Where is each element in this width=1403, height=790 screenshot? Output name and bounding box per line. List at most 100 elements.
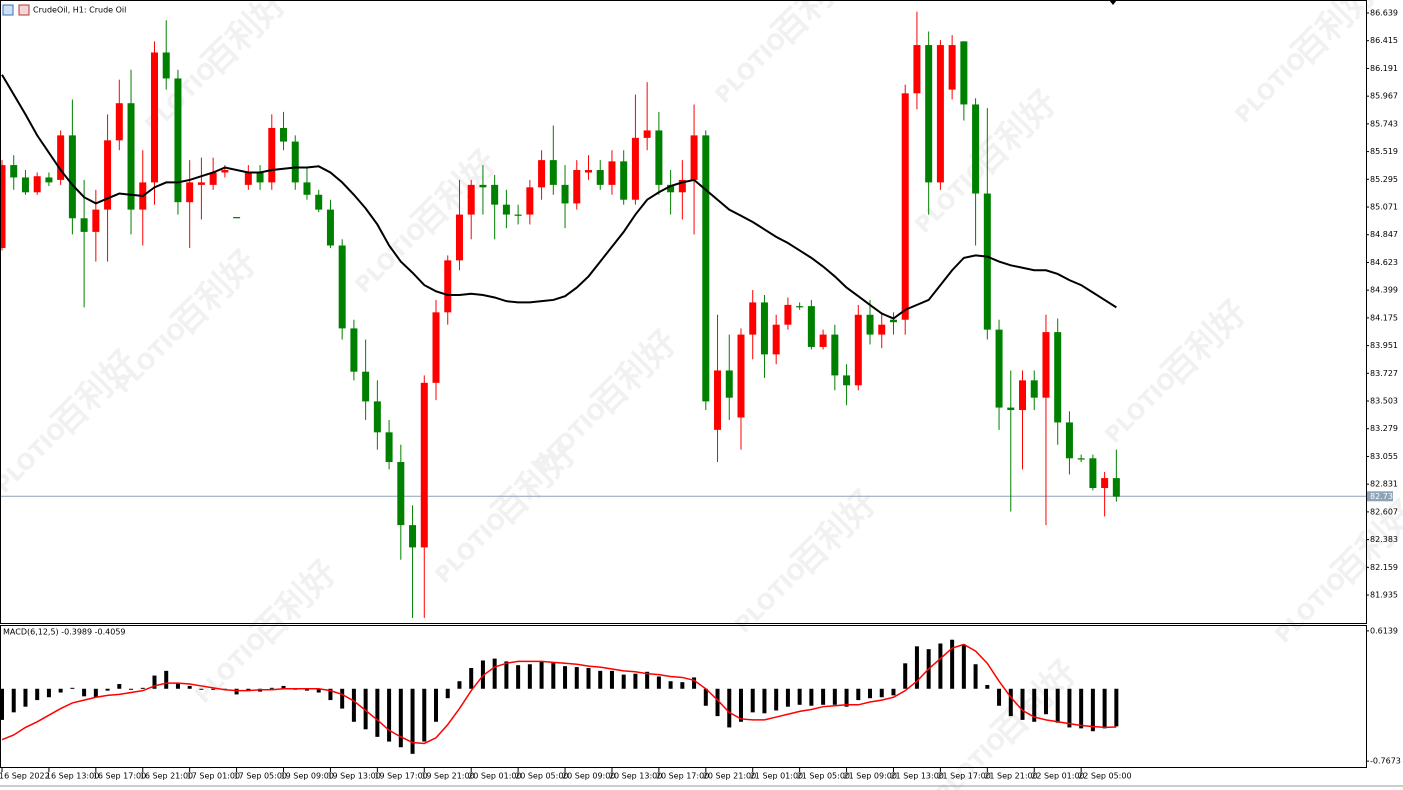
- x-tick-label: 22 Sep 05:00: [1078, 772, 1131, 781]
- candle-body: [725, 370, 733, 398]
- macd-bar: [363, 688, 368, 730]
- macd-bar: [11, 688, 16, 713]
- macd-bar: [480, 660, 485, 689]
- x-tick-label: 16 Sep 2022: [0, 772, 50, 781]
- candle-body: [866, 314, 874, 335]
- macd-bar: [152, 675, 157, 689]
- candle-body: [1101, 478, 1109, 489]
- price-label-box: [1367, 491, 1393, 502]
- macd-bar: [504, 661, 509, 689]
- macd-bar: [645, 671, 650, 689]
- candle-body: [878, 324, 886, 335]
- macd-bar: [70, 687, 75, 689]
- shift-marker: [1109, 0, 1117, 5]
- candle-body: [92, 209, 100, 232]
- candle-body: [186, 182, 194, 203]
- macd-bar: [187, 685, 192, 689]
- macd-bar: [35, 688, 40, 701]
- candle-body: [831, 334, 839, 376]
- macd-bar: [680, 682, 685, 689]
- candle-body: [843, 375, 851, 386]
- macd-bar: [516, 665, 521, 689]
- candle-body: [57, 135, 65, 180]
- price-pane-border: [0, 0, 1367, 624]
- candle-body: [502, 204, 510, 215]
- candle-body: [291, 141, 299, 183]
- macd-bar: [199, 688, 204, 690]
- macd-bar: [668, 681, 673, 689]
- x-tick-label: 19 Sep 13:00: [327, 772, 380, 781]
- candle-body: [702, 135, 710, 402]
- macd-bar: [387, 688, 392, 742]
- candle-body: [68, 135, 76, 219]
- macd-bar: [140, 687, 145, 689]
- y-tick-label: 83.055: [1370, 452, 1398, 461]
- candle-body: [1065, 422, 1073, 459]
- x-tick-label: 20 Sep 21:00: [703, 772, 756, 781]
- macd-bar: [797, 688, 802, 705]
- candle-body: [643, 130, 651, 138]
- macd-bar: [738, 688, 743, 722]
- macd-bar: [692, 677, 697, 689]
- macd-bar: [950, 639, 955, 689]
- macd-bar: [656, 676, 661, 689]
- y-tick-label: 84.847: [1370, 230, 1398, 239]
- price-label: 82.733: [1370, 492, 1398, 501]
- macd-bar: [0, 688, 4, 720]
- macd-bar: [1055, 688, 1060, 723]
- macd-bar: [410, 688, 415, 754]
- macd-bar: [762, 688, 767, 714]
- candle-body: [385, 432, 393, 463]
- chart-title: CrudeOil, H1: Crude Oil: [33, 6, 126, 15]
- candle-body: [162, 52, 170, 79]
- candle-body: [233, 217, 241, 219]
- macd-bar: [844, 688, 849, 707]
- candle-body: [913, 45, 921, 94]
- macd-bar: [609, 670, 614, 689]
- candle-body: [150, 52, 158, 183]
- candle-body: [608, 161, 616, 185]
- x-tick-label: 21 Sep 01:00: [750, 772, 803, 781]
- macd-bar: [117, 684, 122, 689]
- candle-body: [983, 193, 991, 330]
- macd-bar: [563, 666, 568, 689]
- candle-body: [174, 78, 182, 203]
- candle-body: [104, 140, 112, 210]
- candle-body: [796, 306, 804, 308]
- candle-body: [714, 370, 722, 430]
- candle-body: [467, 184, 475, 215]
- candle-body: [326, 209, 334, 246]
- macd-signal: [1, 643, 1117, 745]
- candle-body: [221, 170, 229, 173]
- macd-bar: [304, 688, 309, 691]
- macd-bar: [586, 668, 591, 689]
- macd-bar: [93, 688, 98, 698]
- candle-body: [960, 41, 968, 105]
- candle-body: [338, 245, 346, 329]
- x-tick-label: 21 Sep 21:00: [984, 772, 1037, 781]
- candle-body: [420, 382, 428, 548]
- candle-body: [33, 176, 41, 193]
- macd-bar: [809, 688, 814, 706]
- macd-bar: [434, 688, 439, 722]
- x-tick-label: 21 Sep 13:00: [890, 772, 943, 781]
- candle-body: [115, 103, 123, 141]
- macd-bar: [914, 646, 919, 689]
- candle-body: [585, 170, 592, 173]
- macd-bar: [1090, 688, 1095, 732]
- candle-body: [280, 127, 288, 142]
- candle-body: [749, 302, 757, 335]
- x-tick-label: 16 Sep 17:00: [93, 772, 146, 781]
- macd-bar: [727, 688, 732, 728]
- macd-pane-border: [0, 625, 1367, 768]
- macd-bar: [703, 688, 708, 706]
- candle-body: [889, 319, 897, 323]
- candle-body: [303, 182, 311, 195]
- candle-body: [1089, 458, 1097, 489]
- y-tick-label: 82.159: [1370, 563, 1398, 572]
- macd-bar: [82, 688, 87, 697]
- candle-body: [1007, 407, 1015, 411]
- candle-body: [737, 334, 745, 418]
- macd-bar: [23, 688, 28, 707]
- candle-body: [819, 334, 827, 347]
